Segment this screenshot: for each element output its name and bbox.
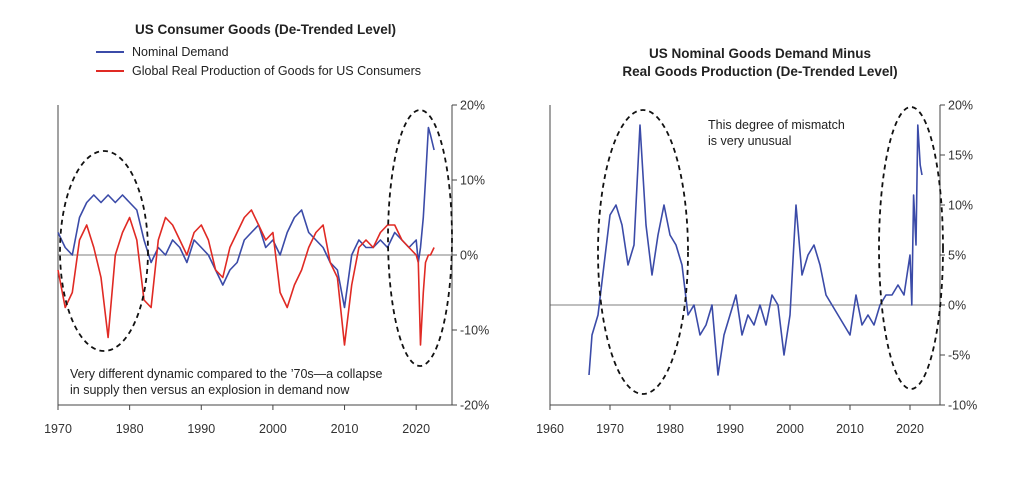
chart2-series-line-0 (588, 124, 923, 376)
chart1-plot: 20% 10% 0% -10% -20% 1970 1980 1990 2000 2010 2020 (44, 99, 489, 437)
chart1-y-tick-label: 10% (460, 174, 485, 188)
chart1-title: US Consumer Goods (De-Trended Level) (135, 22, 397, 37)
chart1-x-tick-label: 2010 (331, 422, 359, 436)
chart2-subtitle: Real Goods Production (De-Trended Level) (622, 64, 898, 79)
chart2-y-tick-label: 0% (948, 299, 966, 313)
chart1-x-tick-label: 2020 (402, 422, 430, 436)
chart1-y-tick-label: 20% (460, 99, 485, 113)
chart1-annotation-line1: Very different dynamic compared to the ’… (70, 367, 383, 381)
chart1-y-tick-label: -20% (460, 399, 489, 413)
legend-swatch-red (96, 69, 124, 72)
chart2-y-tick-label: 5% (948, 249, 966, 263)
legend-label-nominal-demand: Nominal Demand (132, 44, 229, 59)
chart2-title: US Nominal Goods Demand Minus (648, 46, 872, 61)
chart2-annotation: This degree of mismatch is very unusual (708, 118, 845, 149)
chart1-annotation: Very different dynamic compared to the ’… (70, 367, 382, 398)
chart2-y-tick-label: 10% (948, 199, 973, 213)
chart2-x-tick-label: 2000 (776, 422, 804, 436)
legend-item-global-real-production: Global Real Production of Goods for US C… (96, 61, 421, 80)
chart2-y-tick-label: 20% (948, 99, 973, 113)
legend-swatch-blue (96, 50, 124, 53)
chart2-x-tick-label: 1970 (596, 422, 624, 436)
chart2-x-tick-label: 1990 (716, 422, 744, 436)
chart1-annotation-line2: in supply then versus an explosion in de… (70, 382, 350, 397)
chart2-annotation-line1: This degree of mismatch (708, 118, 845, 132)
chart2-plot: 20% 15% 10% 5% 0% -5% -10% 1960 1970 1980 1990 2000… (536, 99, 977, 437)
chart1-series-line-0 (57, 126, 435, 309)
chart2-y-tick-label: 15% (948, 149, 973, 163)
legend-item-nominal-demand: Nominal Demand (96, 42, 421, 61)
chart1-series-line-1 (57, 209, 435, 346)
chart1-highlight-oval-1 (387, 109, 453, 367)
chart2-y-tick-label: -5% (948, 349, 970, 363)
chart1-legend: Nominal Demand Global Real Production of… (96, 42, 421, 80)
chart1-y-tick-label: 0% (460, 249, 478, 263)
chart2-y-tick-label: -10% (948, 399, 977, 413)
chart2-x-tick-label: 1980 (656, 422, 684, 436)
chart2-highlight-oval-1 (878, 106, 944, 390)
legend-label-global-real-production: Global Real Production of Goods for US C… (132, 63, 422, 78)
chart1-x-tick-label: 1970 (44, 422, 72, 436)
chart2-x-tick-label: 2010 (836, 422, 864, 436)
chart1-y-tick-label: -10% (460, 324, 489, 338)
chart2-annotation-line2: is very unusual (708, 133, 792, 148)
chart1-highlight-oval-0 (59, 150, 149, 352)
chart1-x-tick-label: 1990 (187, 422, 215, 436)
chart2-x-tick-label: 1960 (536, 422, 564, 436)
chart2-highlight-oval-0 (597, 109, 689, 395)
chart1-x-tick-label: 1980 (116, 422, 144, 436)
chart2-x-tick-label: 2020 (896, 422, 924, 436)
chart1-x-tick-label: 2000 (259, 422, 287, 436)
